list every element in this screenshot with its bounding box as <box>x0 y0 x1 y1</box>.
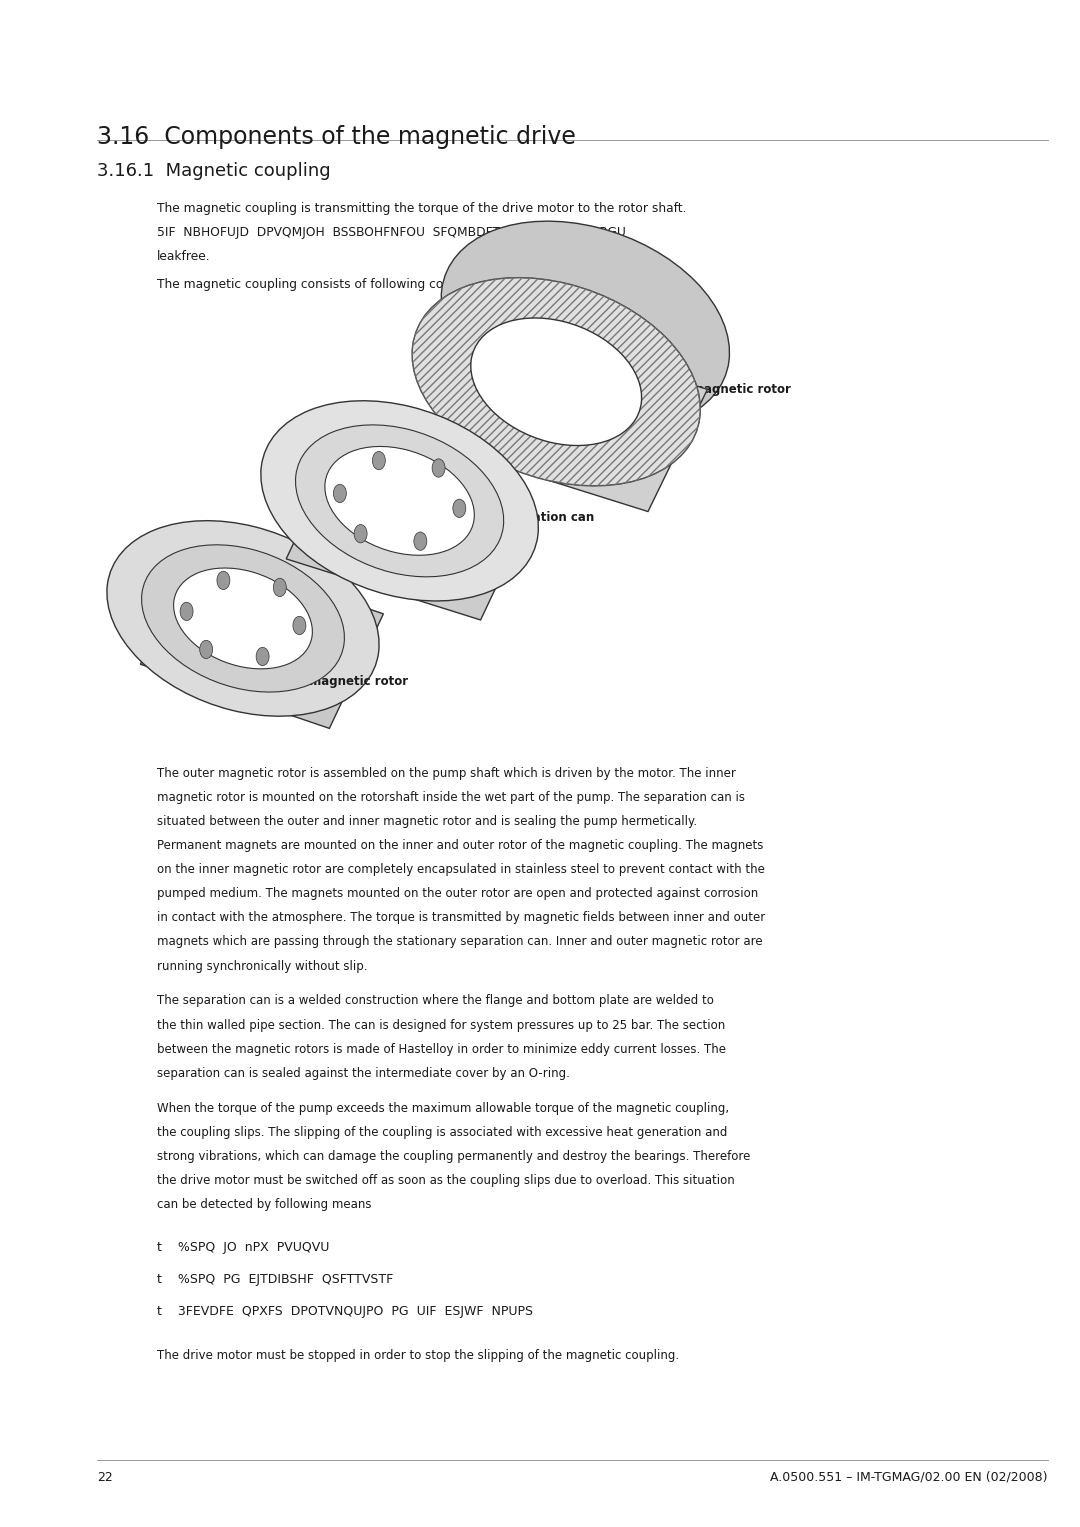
Text: A.0500.551 – IM-TGMAG/02.00 EN (02/2008): A.0500.551 – IM-TGMAG/02.00 EN (02/2008) <box>770 1471 1048 1484</box>
Text: t    %SPQ  PG  EJTDIBSHF  QSFTTVSTF: t %SPQ PG EJTDIBSHF QSFTTVSTF <box>157 1272 393 1286</box>
Ellipse shape <box>107 521 379 716</box>
Circle shape <box>293 617 306 635</box>
Text: 5IF  NBHOFUJD  DPVQMJOH  BSSBOHFNFOU  SFQMBDFT  B  EZOBNJD  TIBGU: 5IF NBHOFUJD DPVQMJOH BSSBOHFNFOU SFQMBD… <box>157 226 625 240</box>
Text: the drive motor must be switched off as soon as the coupling slips due to overlo: the drive motor must be switched off as … <box>157 1174 734 1186</box>
Text: The magnetic coupling consists of following components:: The magnetic coupling consists of follow… <box>157 278 509 292</box>
Polygon shape <box>140 550 383 728</box>
Ellipse shape <box>261 400 538 602</box>
Ellipse shape <box>325 446 474 556</box>
Circle shape <box>354 525 367 544</box>
Polygon shape <box>286 449 532 620</box>
Text: magnets which are passing through the stationary separation can. Inner and outer: magnets which are passing through the st… <box>157 936 762 948</box>
Text: running synchronically without slip.: running synchronically without slip. <box>157 959 367 973</box>
Circle shape <box>200 640 213 658</box>
Text: on the inner magnetic rotor are completely encapsulated in stainless steel to pr: on the inner magnetic rotor are complete… <box>157 863 765 876</box>
Text: Outer magnetic rotor: Outer magnetic rotor <box>650 383 791 395</box>
Circle shape <box>414 531 427 550</box>
Ellipse shape <box>413 278 700 486</box>
Text: 3.16.1  Magnetic coupling: 3.16.1 Magnetic coupling <box>97 162 330 180</box>
Ellipse shape <box>442 221 729 429</box>
Circle shape <box>373 452 386 470</box>
Text: The outer magnetic rotor is assembled on the pump shaft which is driven by the m: The outer magnetic rotor is assembled on… <box>157 767 735 780</box>
Ellipse shape <box>174 568 312 669</box>
Circle shape <box>453 499 465 518</box>
Text: t    3FEVDFE  QPXFS  DPOTVNQUJPO  PG  UIF  ESJWF  NPUPS: t 3FEVDFE QPXFS DPOTVNQUJPO PG UIF ESJWF… <box>157 1304 532 1318</box>
Text: the coupling slips. The slipping of the coupling is associated with excessive he: the coupling slips. The slipping of the … <box>157 1125 727 1139</box>
Text: leakfree.: leakfree. <box>157 250 211 264</box>
Text: separation can is sealed against the intermediate cover by an O-ring.: separation can is sealed against the int… <box>157 1067 569 1080</box>
Circle shape <box>180 602 193 620</box>
Text: situated between the outer and inner magnetic rotor and is sealing the pump herm: situated between the outer and inner mag… <box>157 815 697 828</box>
Polygon shape <box>454 328 707 512</box>
Text: The separation can is a welded construction where the flange and bottom plate ar: The separation can is a welded construct… <box>157 994 714 1008</box>
Text: strong vibrations, which can damage the coupling permanently and destroy the bea: strong vibrations, which can damage the … <box>157 1150 750 1164</box>
Text: The drive motor must be stopped in order to stop the slipping of the magnetic co: The drive motor must be stopped in order… <box>157 1348 678 1362</box>
Circle shape <box>217 571 230 589</box>
Text: The magnetic coupling is transmitting the torque of the drive motor to the rotor: The magnetic coupling is transmitting th… <box>157 202 686 215</box>
Text: When the torque of the pump exceeds the maximum allowable torque of the magnetic: When the torque of the pump exceeds the … <box>157 1101 729 1115</box>
Ellipse shape <box>471 318 642 446</box>
Text: pumped medium. The magnets mounted on the outer rotor are open and protected aga: pumped medium. The magnets mounted on th… <box>157 887 758 901</box>
Text: between the magnetic rotors is made of Hastelloy in order to minimize eddy curre: between the magnetic rotors is made of H… <box>157 1043 726 1055</box>
Circle shape <box>273 579 286 597</box>
Text: 22: 22 <box>97 1471 113 1484</box>
Text: t    %SPQ  JO  nPX  PVUQVU: t %SPQ JO nPX PVUQVU <box>157 1240 329 1254</box>
Text: magnetic rotor is mounted on the rotorshaft inside the wet part of the pump. The: magnetic rotor is mounted on the rotorsh… <box>157 791 744 803</box>
Text: Separation can: Separation can <box>494 512 594 524</box>
Circle shape <box>334 484 347 502</box>
Text: the thin walled pipe section. The can is designed for system pressures up to 25 : the thin walled pipe section. The can is… <box>157 1019 725 1032</box>
Text: Permanent magnets are mounted on the inner and outer rotor of the magnetic coupl: Permanent magnets are mounted on the inn… <box>157 838 762 852</box>
Text: 3.16  Components of the magnetic drive: 3.16 Components of the magnetic drive <box>97 125 576 150</box>
Ellipse shape <box>141 545 345 692</box>
Circle shape <box>432 458 445 476</box>
Text: Inner magnetic rotor: Inner magnetic rotor <box>270 675 408 689</box>
Text: can be detected by following means: can be detected by following means <box>157 1199 372 1211</box>
Ellipse shape <box>296 425 503 577</box>
Text: in contact with the atmosphere. The torque is transmitted by magnetic fields bet: in contact with the atmosphere. The torq… <box>157 912 765 924</box>
Circle shape <box>256 647 269 666</box>
